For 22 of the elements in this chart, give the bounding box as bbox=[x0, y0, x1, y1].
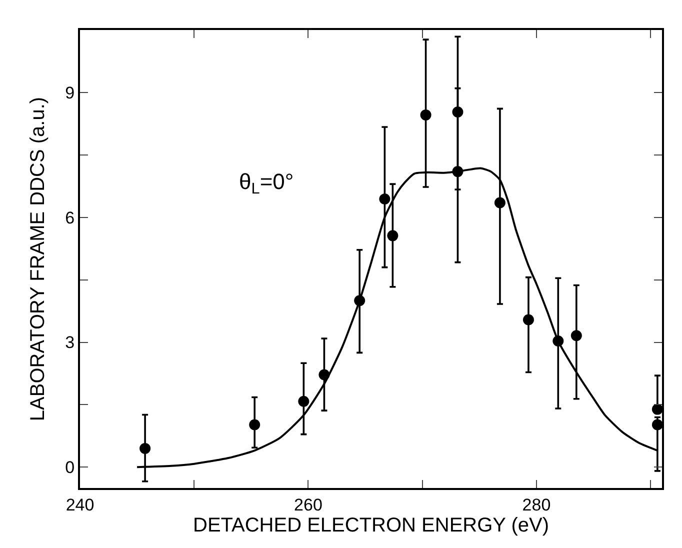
y-tick-label: 3 bbox=[65, 333, 75, 352]
point bbox=[570, 330, 582, 342]
point bbox=[494, 197, 506, 208]
y-tick-label: 6 bbox=[65, 208, 75, 228]
y-tick-label: 9 bbox=[65, 83, 75, 102]
y-tick-label: 0 bbox=[65, 458, 75, 478]
point bbox=[298, 396, 310, 407]
x-axis-title: DETACHED ELECTRON ENERGY (eV) bbox=[193, 514, 549, 536]
point bbox=[387, 230, 398, 242]
point bbox=[420, 109, 432, 120]
point bbox=[652, 419, 663, 430]
y-axis-title: LABORATORY FRAME DDCS (a.u.) bbox=[27, 96, 50, 422]
point bbox=[379, 194, 390, 205]
point bbox=[652, 404, 663, 415]
annotation: θ$_{L}$=0° bbox=[239, 169, 294, 198]
point bbox=[140, 442, 151, 454]
point bbox=[249, 419, 260, 430]
x-tick-label: 260 bbox=[294, 495, 322, 514]
x-tick-label: 240 bbox=[66, 495, 94, 514]
x-tick-label: 280 bbox=[522, 495, 551, 514]
point bbox=[522, 314, 534, 326]
point bbox=[452, 106, 464, 118]
